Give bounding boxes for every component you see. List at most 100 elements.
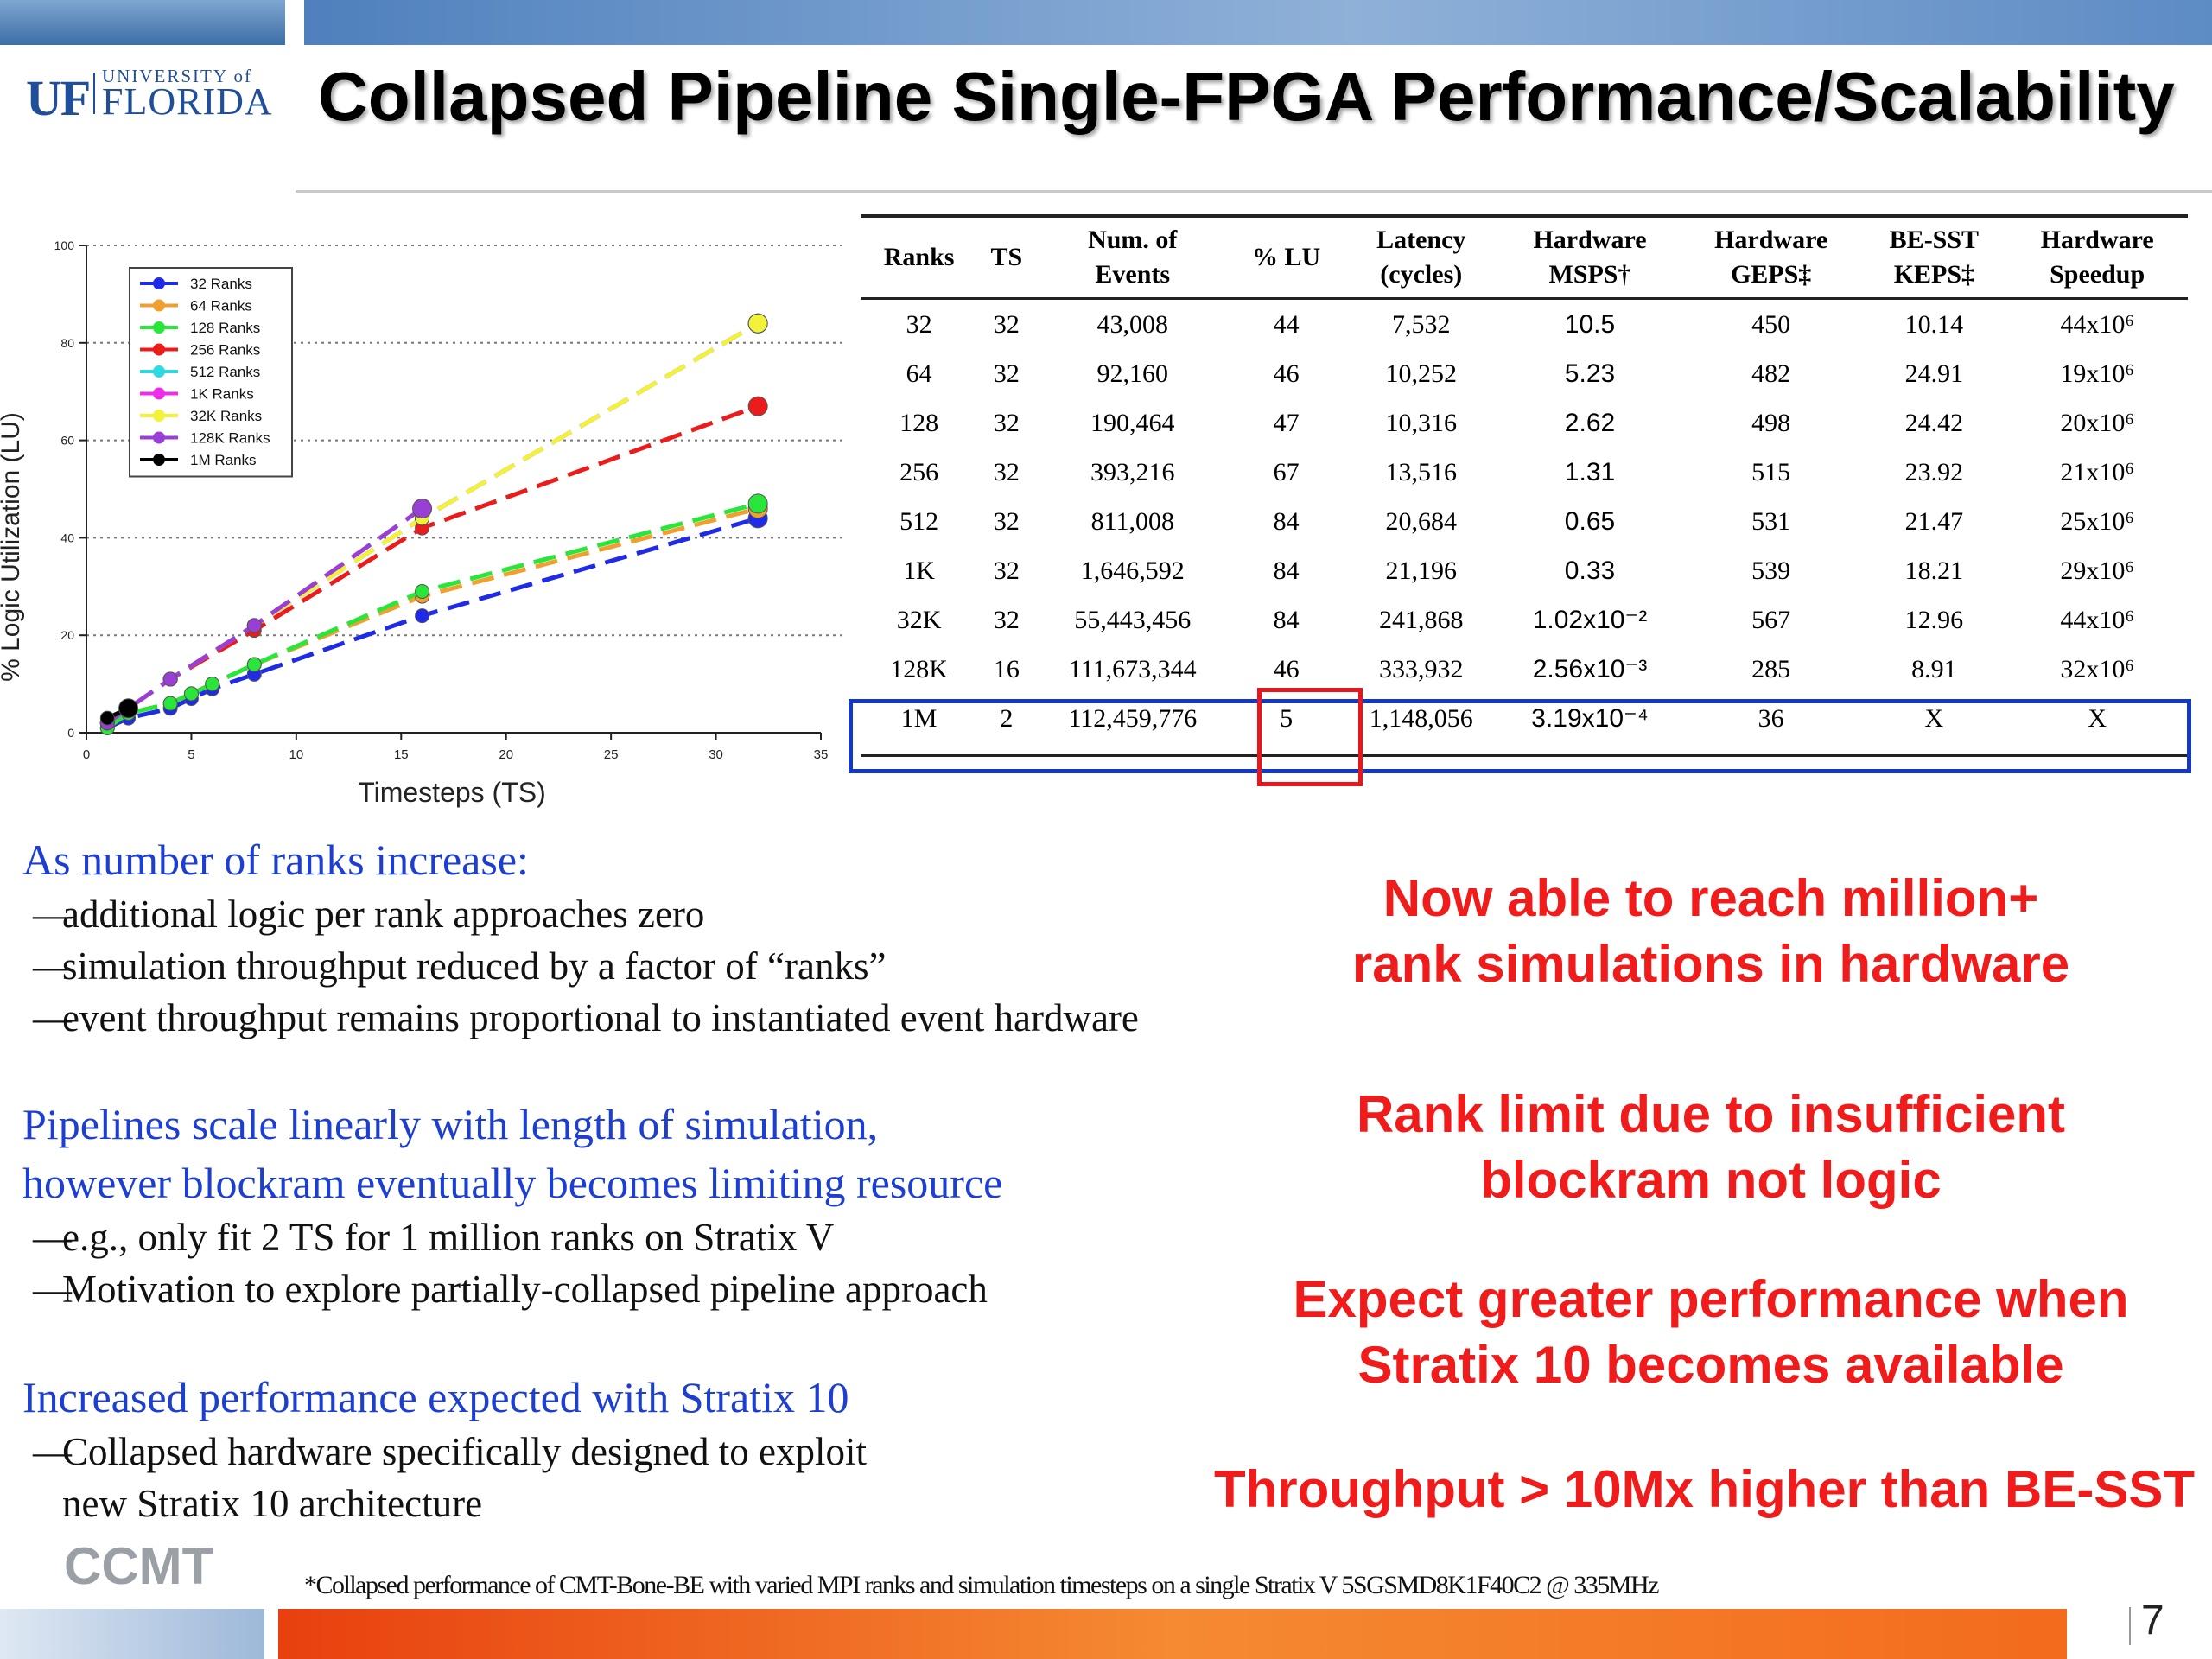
column-header-line: GEPS‡	[1730, 260, 1812, 289]
table-row: 256 32 393,216 67 13,516 1.31 515 23.92 21x10⁶	[861, 448, 2188, 497]
table-cell: 84	[1273, 605, 1300, 634]
table-cell: 128K	[890, 654, 948, 683]
y-tick-label: 40	[60, 531, 74, 544]
dash-marker: —	[33, 1430, 72, 1473]
callout-stratix10: Expect greater performance when Stratix …	[1192, 1267, 2212, 1398]
table-row: 128 32 190,464 47 10,316 2.62 498 24.42 20x10⁶	[861, 398, 2188, 448]
series-line	[105, 506, 759, 730]
table-row: 32 32 43,008 44 7,532 10.5 450 10.14 44x10⁶	[861, 299, 2188, 350]
table-row: 32K 32 55,443,456 84 241,868 1.02x10⁻² 567 12.9…	[861, 595, 2188, 645]
legend-swatch-marker	[153, 431, 165, 444]
logic-utilization-chart: 0 20 40 60 80 100 0 5 10 15 20 25 30 35 32 Ranks 64 Ra…	[0, 238, 847, 808]
bullet-item: —Motivation to explore partially-collaps…	[33, 1267, 988, 1312]
bullet-item: —event throughput remains proportional t…	[33, 995, 1139, 1040]
logo-uf: UF	[26, 70, 91, 126]
ccmt-logo: CCMT	[64, 1537, 214, 1595]
column-header-line: Hardware	[1714, 226, 1828, 254]
legend-swatch-marker	[153, 387, 165, 400]
callout-line: Expect greater performance when	[1293, 1270, 2129, 1328]
dash-marker: —	[33, 944, 72, 988]
series-line	[106, 516, 759, 730]
table-cell: 5	[1280, 703, 1294, 733]
data-point	[162, 696, 178, 711]
column-header: Ranks	[861, 214, 978, 300]
legend-swatch-marker	[153, 321, 165, 334]
dash-marker: —	[33, 1268, 72, 1311]
table-cell: 12.96	[1904, 605, 1964, 634]
table-cell: 567	[1751, 605, 1791, 634]
dash-marker: —	[33, 1216, 72, 1259]
table-cell: 44	[1273, 309, 1300, 339]
table-bottom-rule	[861, 754, 2188, 757]
bullet-text: Collapsed hardware specifically designed…	[62, 1430, 867, 1473]
table-cell: 333,932	[1379, 654, 1464, 683]
header-bar-right	[304, 0, 2212, 45]
column-header-line: Speedup	[2050, 260, 2145, 289]
legend-label: 1M Ranks	[190, 452, 257, 468]
table-cell: 32	[993, 309, 1020, 339]
data-point	[246, 657, 262, 672]
table-cell: 1,646,592	[1080, 556, 1185, 585]
x-tick-label: 35	[814, 747, 829, 762]
column-header-line: % LU	[1252, 243, 1321, 271]
table-cell: 531	[1751, 506, 1791, 536]
table-cell: 46	[1273, 654, 1300, 683]
column-header: Hardware GEPS‡	[1680, 214, 1862, 300]
table-cell: 811,008	[1090, 506, 1174, 536]
data-point	[183, 686, 199, 702]
footer-bar-right	[278, 1609, 2067, 1659]
table-cell: 2.56x10⁻³	[1532, 655, 1648, 683]
table-cell: 67	[1273, 457, 1300, 486]
table-cell: 10,316	[1385, 408, 1458, 437]
table-cell: 43,008	[1096, 309, 1169, 339]
data-point	[412, 499, 433, 519]
table-cell: 20,684	[1385, 506, 1458, 536]
data-point	[99, 710, 115, 726]
table-row: 128K 16 111,673,344 46 333,932 2.56x10⁻³ 285 8.…	[861, 645, 2188, 694]
table-cell: 36	[1758, 703, 1784, 733]
table-cell: 10,252	[1385, 359, 1458, 388]
footer-bar-left	[0, 1609, 264, 1659]
table-cell: 10.5	[1564, 309, 1616, 339]
x-axis-label: Timesteps (TS)	[358, 777, 546, 808]
column-header-line: (cycles)	[1380, 260, 1463, 289]
column-header: Num. of Events	[1035, 214, 1230, 300]
table-cell: 393,216	[1090, 457, 1175, 486]
logo-separator	[93, 73, 95, 114]
bullet-text: simulation throughput reduced by a facto…	[62, 944, 887, 988]
table-cell: 5.23	[1564, 359, 1616, 388]
table-cell: 515	[1751, 457, 1791, 486]
title-divider	[296, 190, 2212, 193]
dash-marker: —	[33, 996, 72, 1039]
bullet-text: Motivation to explore partially-collapse…	[62, 1268, 988, 1311]
table-cell: 23.92	[1904, 457, 1964, 486]
table-cell: X	[1924, 703, 1944, 733]
legend-swatch-marker	[153, 454, 165, 466]
legend-swatch-marker	[153, 299, 165, 312]
bullet-item: —simulation throughput reduced by a fact…	[33, 944, 886, 988]
table-cell: 2.62	[1564, 408, 1616, 437]
table-cell: 32K	[896, 605, 942, 634]
y-axis-label: % Logic Utilization (LU)	[0, 412, 25, 682]
table-cell: 21.47	[1904, 506, 1964, 536]
table-cell: 190,464	[1090, 408, 1175, 437]
table-cell: 24.42	[1904, 408, 1964, 437]
column-header-line: TS	[990, 243, 1023, 271]
y-tick-label: 20	[60, 628, 74, 642]
logo-florida: FLORIDA	[102, 80, 273, 123]
slide-title: Collapsed Pipeline Single-FPGA Performan…	[318, 58, 2175, 135]
x-tick-label: 0	[83, 747, 90, 762]
table-cell: 21x10⁶	[2060, 457, 2134, 486]
column-header: Hardware MSPS†	[1499, 214, 1681, 300]
callout-throughput: Throughput > 10Mx higher than BE-SST	[1213, 1460, 2195, 1518]
column-header-line: Events	[1095, 260, 1171, 289]
series-1m-ranks	[99, 698, 139, 726]
column-header: Latency (cycles)	[1343, 214, 1500, 300]
footnote: *Collapsed performance of CMT-Bone-BE wi…	[304, 1571, 1659, 1599]
bullet-continuation: new Stratix 10 architecture	[62, 1482, 483, 1525]
table-cell: 32	[993, 408, 1020, 437]
chart-axes: 0 20 40 60 80 100 0 5 10 15 20 25 30 35	[54, 238, 829, 762]
table-cell: X	[2088, 703, 2107, 733]
page-number: 7	[2141, 1598, 2164, 1643]
table-cell: 3.19x10⁻⁴	[1531, 704, 1649, 733]
